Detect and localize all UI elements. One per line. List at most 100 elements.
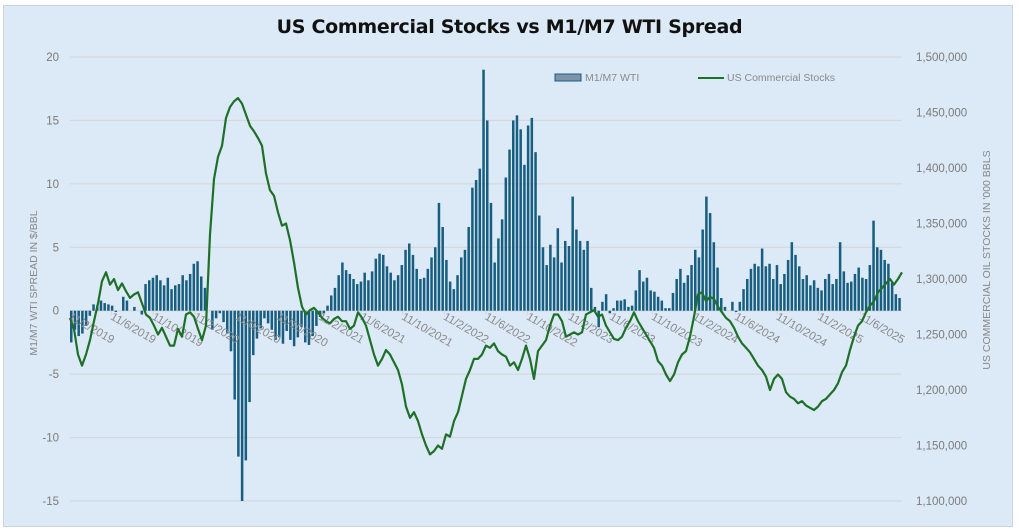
spread-bar <box>322 310 326 314</box>
spread-bar <box>604 294 608 311</box>
spread-bar <box>266 310 270 324</box>
spread-bar <box>84 310 88 326</box>
x-tick-label: 11/6/2021 <box>358 311 408 347</box>
spread-bar <box>794 254 797 311</box>
spread-bar <box>746 279 749 311</box>
spread-bar <box>122 296 125 311</box>
spread-bar <box>333 287 337 311</box>
spread-bar <box>608 310 612 314</box>
spread-bar <box>705 196 708 311</box>
spread-bar <box>341 262 344 311</box>
spread-bar <box>846 282 849 311</box>
x-tick-label: 11/6/2022 <box>483 311 533 347</box>
spread-bar <box>723 306 727 311</box>
spread-bar <box>742 289 745 311</box>
spread-bar <box>664 308 667 311</box>
spread-bar <box>177 284 181 311</box>
spread-bar <box>192 263 196 311</box>
spread-bar <box>864 279 868 311</box>
spread-bar <box>396 275 400 311</box>
spread-bar <box>552 257 556 311</box>
spread-bar <box>144 284 147 311</box>
spread-bar <box>155 275 158 311</box>
spread-bar <box>530 117 534 311</box>
spread-bar <box>504 177 508 311</box>
spread-bar <box>174 285 177 311</box>
spread-bar <box>166 277 170 311</box>
spread-bar <box>348 273 352 311</box>
right-axis-ticks: 1,500,000 1,450,000 1,400,000 1,350,000 1,30… <box>916 52 967 508</box>
legend-bar-label: M1/M7 WTI <box>585 72 639 84</box>
spread-bar <box>237 310 240 457</box>
spread-bar <box>790 242 794 311</box>
x-axis-ticks: 11/2/201911/6/201911/10/201911/2/202011/… <box>67 311 907 350</box>
spread-bar <box>720 298 723 311</box>
spread-bar <box>656 296 660 311</box>
spread-bar <box>890 282 894 311</box>
spread-bar <box>879 249 883 311</box>
legend-line-label: US Commercial Stocks <box>727 72 835 84</box>
spread-bar <box>824 279 827 311</box>
spread-bar <box>151 277 155 311</box>
spread-bar <box>307 310 311 345</box>
spread-bar <box>619 300 623 311</box>
spread-bar <box>378 253 381 311</box>
spread-bar <box>798 266 801 311</box>
spread-bar <box>868 265 872 311</box>
spread-bar <box>419 279 422 311</box>
spread-bar <box>512 120 515 311</box>
spread-bar <box>211 310 214 330</box>
spread-bars <box>70 69 901 501</box>
spread-bar <box>623 299 626 311</box>
spread-bar <box>467 226 470 311</box>
spread-bar <box>876 247 879 311</box>
right-tick-label: 1,300,000 <box>916 274 967 286</box>
spread-bar <box>185 280 188 311</box>
spread-bar <box>850 281 853 311</box>
spread-bar <box>805 275 808 311</box>
spread-bar <box>682 282 686 311</box>
spread-bar <box>757 266 760 311</box>
spread-bar <box>675 279 678 311</box>
spread-bar <box>523 164 526 311</box>
spread-bar <box>734 310 738 312</box>
spread-bar <box>445 259 448 311</box>
spread-bar <box>411 254 415 311</box>
spread-bar <box>534 152 537 311</box>
spread-bar <box>708 213 712 311</box>
spread-bar <box>519 129 522 311</box>
spread-bar <box>103 303 106 311</box>
spread-bar <box>835 279 838 311</box>
left-tick-label: -5 <box>49 369 59 381</box>
spread-bar <box>196 261 199 311</box>
left-tick-label: 0 <box>53 306 59 318</box>
spread-bar <box>434 247 437 311</box>
spread-bar <box>330 295 333 311</box>
spread-bar <box>363 272 366 311</box>
spread-bar <box>222 310 225 323</box>
spread-bar <box>690 265 693 311</box>
spread-bar <box>489 202 493 311</box>
spread-bar <box>749 268 753 311</box>
spread-bar <box>159 280 162 311</box>
right-tick-label: 1,100,000 <box>916 496 967 508</box>
spread-bar <box>463 249 467 311</box>
spread-bar <box>281 310 285 344</box>
spread-bar <box>393 280 396 311</box>
spread-bar <box>786 259 790 311</box>
spread-bar <box>783 273 786 311</box>
spread-bar <box>549 244 552 311</box>
spread-bar <box>337 275 340 311</box>
spread-bar <box>686 275 690 311</box>
spread-bar <box>660 300 664 311</box>
left-axis-ticks: 20 15 10 5 0 -5 -10 -15 <box>42 52 59 508</box>
left-tick-label: 20 <box>46 52 59 64</box>
spread-bar <box>452 289 456 311</box>
spread-bar <box>422 277 426 311</box>
spread-bar <box>582 249 586 311</box>
spread-bar <box>304 310 307 343</box>
spread-bar <box>278 310 281 338</box>
spread-bar <box>538 215 541 311</box>
spread-bar <box>586 240 589 311</box>
